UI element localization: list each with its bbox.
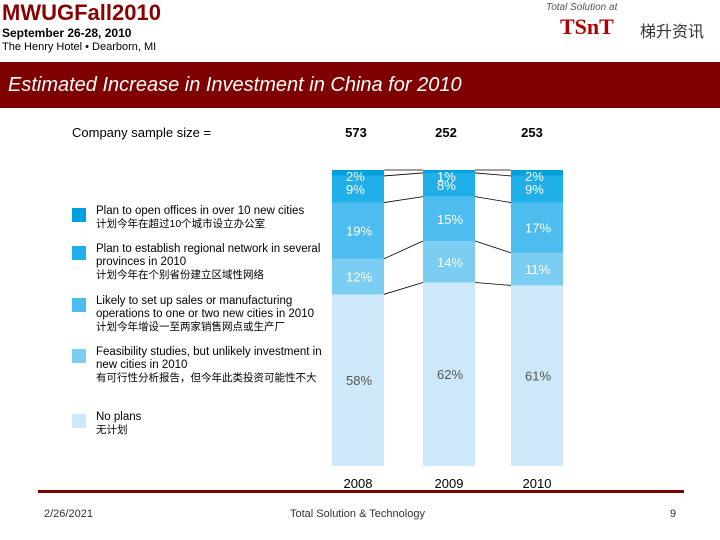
connector-line <box>474 196 512 203</box>
connector-line <box>474 240 512 254</box>
bar-segment <box>511 285 563 466</box>
footer-divider <box>38 490 684 493</box>
legend-label: Likely to set up sales or manufacturing … <box>96 295 314 320</box>
bar-segment <box>511 252 563 286</box>
data-label: 17% <box>525 221 551 236</box>
data-label: 2% <box>525 169 544 184</box>
data-label: 62% <box>437 367 463 382</box>
legend-label: No plans <box>96 411 142 423</box>
bar-segment <box>423 282 475 466</box>
bar-segment <box>332 202 384 259</box>
legend-label-cn: 有可行性分析报告，但今年此类投资可能性不大 <box>96 372 317 384</box>
page-number: 9 <box>670 508 677 520</box>
bar-segment <box>423 170 475 173</box>
x-tick-label: 2010 <box>523 476 552 491</box>
connector-line <box>383 172 424 177</box>
footer-company: Total Solution & Technology <box>290 508 425 520</box>
connector-line <box>474 172 512 177</box>
connector-line <box>383 196 424 203</box>
sample-size-2010: 253 <box>521 125 543 140</box>
bar-segment <box>332 294 384 466</box>
bar-segment <box>511 170 563 176</box>
connector-line <box>474 282 512 286</box>
sample-size-label: Company sample size = <box>72 125 212 140</box>
event-venue: The Henry Hotel • Dearborn, MI <box>2 41 157 53</box>
logo-chinese-name: 梯升资讯 <box>640 24 705 41</box>
legend-swatch <box>72 414 86 428</box>
x-tick-label: 2008 <box>344 476 373 491</box>
legend-swatch <box>72 208 86 222</box>
legend-label-cn: 无计划 <box>96 424 128 436</box>
data-label: 12% <box>346 270 372 285</box>
bar-segment <box>332 258 384 295</box>
data-label: 14% <box>437 255 463 270</box>
bar-segment <box>332 175 384 203</box>
data-label: 58% <box>346 373 372 388</box>
data-label: 8% <box>437 178 456 193</box>
connector-line <box>383 282 424 295</box>
data-label: 2% <box>346 169 365 184</box>
event-date: September 26-28, 2010 <box>2 26 132 40</box>
legend-label-cn: 计划今年在超过10个城市设立办公室 <box>96 218 266 230</box>
data-label: 11% <box>525 262 550 277</box>
legend-label: Plan to open offices in over 10 new citi… <box>96 205 305 217</box>
logo-name: TSnT <box>560 14 614 39</box>
logo-tagline: Total Solution at <box>546 2 618 13</box>
data-label: 9% <box>525 182 544 197</box>
data-label: 9% <box>346 182 365 197</box>
legend-swatch <box>72 246 86 260</box>
bar-segment <box>423 172 475 197</box>
legend-label: Feasibility studies, but unlikely invest… <box>96 346 322 371</box>
legend-swatch <box>72 298 86 312</box>
sample-size-2009: 252 <box>435 125 457 140</box>
bar-segment <box>423 196 475 242</box>
slide-title: Estimated Increase in Investment in Chin… <box>8 74 462 96</box>
event-title: MWUGFall2010 <box>2 0 161 26</box>
data-label: 61% <box>525 369 551 384</box>
x-tick-label: 2009 <box>435 476 464 491</box>
bar-segment <box>511 202 563 253</box>
data-label: 15% <box>437 212 463 227</box>
footer-date: 2/26/2021 <box>44 508 93 520</box>
sample-size-2008: 573 <box>345 125 367 140</box>
bar-segment <box>332 170 384 176</box>
bar-segment <box>511 175 563 203</box>
event-title-text: MWUGFall <box>2 0 112 25</box>
legend-label-cn: 计划今年在个别省份建立区域性网络 <box>96 269 264 281</box>
legend-label-cn: 计划今年增设一至两家销售网点或生产厂 <box>96 321 285 333</box>
data-label: 1% <box>437 169 456 184</box>
legend-label: Plan to establish regional network in se… <box>96 243 321 268</box>
data-label: 19% <box>346 224 372 239</box>
title-band <box>0 62 720 108</box>
connector-line <box>383 240 424 260</box>
bar-segment <box>423 241 475 283</box>
event-year: 2010 <box>112 0 161 25</box>
legend-swatch <box>72 349 86 363</box>
